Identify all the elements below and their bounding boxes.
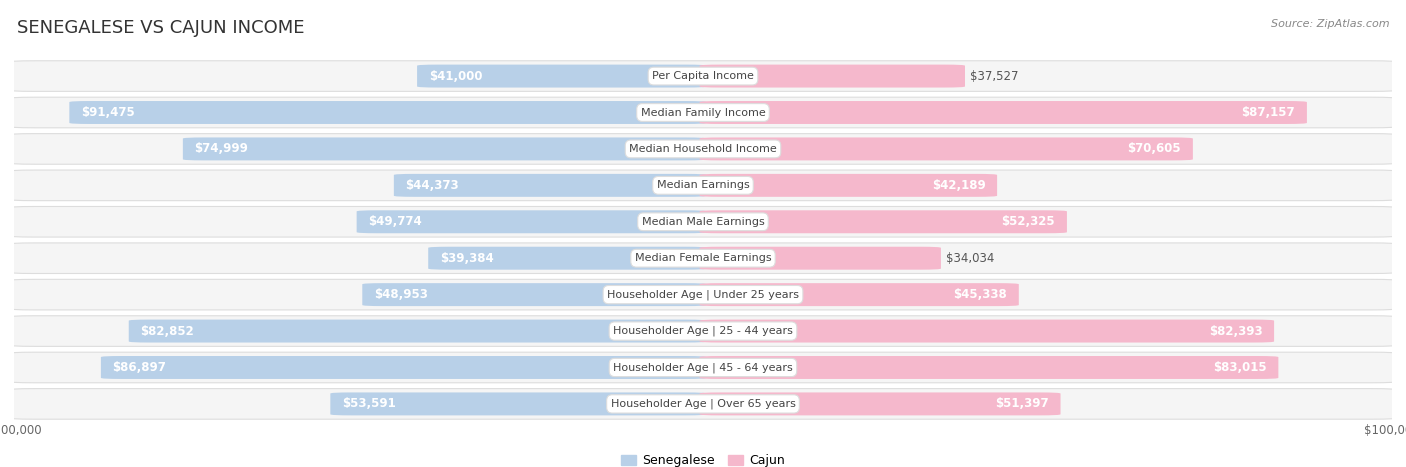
Text: $39,384: $39,384 — [440, 252, 494, 265]
FancyBboxPatch shape — [357, 210, 706, 233]
FancyBboxPatch shape — [700, 283, 1019, 306]
Text: $49,774: $49,774 — [368, 215, 422, 228]
Text: $52,325: $52,325 — [1001, 215, 1056, 228]
FancyBboxPatch shape — [7, 170, 1399, 201]
Text: Per Capita Income: Per Capita Income — [652, 71, 754, 81]
Text: $45,338: $45,338 — [953, 288, 1007, 301]
FancyBboxPatch shape — [7, 61, 1399, 92]
Legend: Senegalese, Cajun: Senegalese, Cajun — [616, 449, 790, 467]
Text: Householder Age | Over 65 years: Householder Age | Over 65 years — [610, 399, 796, 409]
Text: Median Male Earnings: Median Male Earnings — [641, 217, 765, 227]
FancyBboxPatch shape — [429, 247, 706, 269]
FancyBboxPatch shape — [129, 319, 706, 342]
Text: $91,475: $91,475 — [82, 106, 135, 119]
FancyBboxPatch shape — [700, 210, 1067, 233]
FancyBboxPatch shape — [330, 392, 706, 415]
Text: Householder Age | 45 - 64 years: Householder Age | 45 - 64 years — [613, 362, 793, 373]
FancyBboxPatch shape — [700, 356, 1278, 379]
Text: $53,591: $53,591 — [342, 397, 396, 410]
FancyBboxPatch shape — [700, 174, 997, 197]
Text: Source: ZipAtlas.com: Source: ZipAtlas.com — [1271, 19, 1389, 28]
Text: Median Female Earnings: Median Female Earnings — [634, 253, 772, 263]
FancyBboxPatch shape — [700, 392, 1060, 415]
Text: Householder Age | 25 - 44 years: Householder Age | 25 - 44 years — [613, 326, 793, 336]
FancyBboxPatch shape — [7, 243, 1399, 274]
FancyBboxPatch shape — [7, 279, 1399, 310]
Text: $74,999: $74,999 — [194, 142, 249, 156]
FancyBboxPatch shape — [394, 174, 706, 197]
Text: $42,189: $42,189 — [932, 179, 986, 192]
FancyBboxPatch shape — [700, 319, 1274, 342]
FancyBboxPatch shape — [7, 316, 1399, 347]
Text: SENEGALESE VS CAJUN INCOME: SENEGALESE VS CAJUN INCOME — [17, 19, 304, 37]
Text: $51,397: $51,397 — [995, 397, 1049, 410]
Text: $41,000: $41,000 — [429, 70, 482, 83]
Text: $34,034: $34,034 — [946, 252, 994, 265]
Text: $83,015: $83,015 — [1213, 361, 1267, 374]
FancyBboxPatch shape — [363, 283, 706, 306]
Text: $86,897: $86,897 — [112, 361, 166, 374]
FancyBboxPatch shape — [700, 64, 965, 87]
Text: Median Earnings: Median Earnings — [657, 180, 749, 191]
Text: $48,953: $48,953 — [374, 288, 427, 301]
Text: Householder Age | Under 25 years: Householder Age | Under 25 years — [607, 290, 799, 300]
FancyBboxPatch shape — [101, 356, 706, 379]
FancyBboxPatch shape — [7, 389, 1399, 419]
FancyBboxPatch shape — [700, 247, 941, 269]
Text: $82,393: $82,393 — [1209, 325, 1263, 338]
Text: $82,852: $82,852 — [141, 325, 194, 338]
Text: $44,373: $44,373 — [405, 179, 460, 192]
Text: $37,527: $37,527 — [970, 70, 1018, 83]
FancyBboxPatch shape — [700, 101, 1308, 124]
Text: Median Family Income: Median Family Income — [641, 107, 765, 118]
FancyBboxPatch shape — [7, 206, 1399, 237]
Text: $87,157: $87,157 — [1241, 106, 1295, 119]
FancyBboxPatch shape — [183, 137, 706, 160]
FancyBboxPatch shape — [7, 352, 1399, 383]
FancyBboxPatch shape — [7, 97, 1399, 128]
Text: Median Household Income: Median Household Income — [628, 144, 778, 154]
Text: $70,605: $70,605 — [1128, 142, 1181, 156]
FancyBboxPatch shape — [7, 134, 1399, 164]
FancyBboxPatch shape — [700, 137, 1192, 160]
FancyBboxPatch shape — [418, 64, 706, 87]
FancyBboxPatch shape — [69, 101, 706, 124]
